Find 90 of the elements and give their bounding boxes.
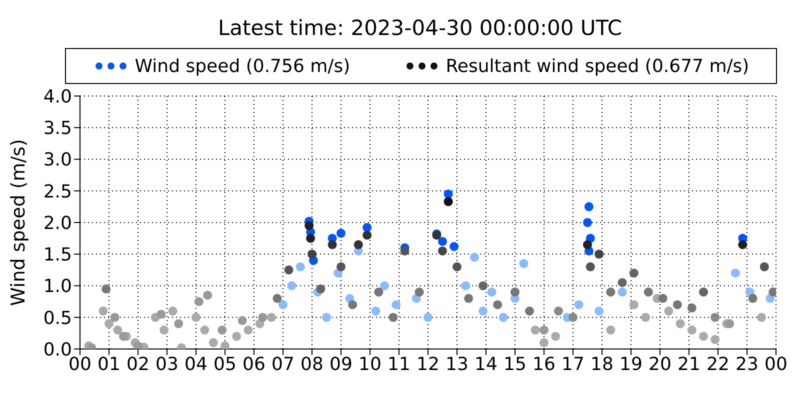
x-tick-label: 17 (562, 354, 584, 375)
point (738, 240, 748, 250)
x-tick-label: 01 (98, 354, 120, 375)
x-tick-label: 15 (504, 354, 526, 375)
x-tick-label: 14 (474, 354, 498, 375)
x-tick-label: 16 (532, 354, 556, 375)
point (110, 312, 120, 322)
point (629, 268, 638, 278)
y-tick-label: 2.0 (43, 212, 72, 234)
point (687, 303, 696, 312)
point (618, 278, 627, 288)
point (328, 240, 337, 250)
point (306, 234, 316, 243)
x-tick-label: 10 (358, 354, 382, 375)
x-tick-label: 21 (678, 354, 700, 375)
point (388, 312, 398, 322)
x-tick-label: 22 (706, 354, 730, 375)
y-tick-label: 3.5 (43, 118, 72, 140)
legend-label: Resultant wind speed (0.677 m/s) (446, 56, 750, 76)
point (748, 294, 758, 303)
point (606, 288, 616, 297)
x-tick-label: 00 (68, 354, 92, 375)
point (644, 288, 653, 297)
point (118, 332, 128, 341)
point (725, 319, 734, 328)
x-tick-label: 20 (648, 354, 672, 375)
y-tick-label: 1.0 (43, 276, 72, 298)
y-tick-label: 0.5 (43, 308, 72, 329)
point (304, 221, 314, 230)
point (698, 288, 708, 297)
point (510, 288, 520, 297)
point (400, 246, 410, 256)
point (414, 288, 424, 297)
point (524, 306, 534, 316)
point (174, 319, 184, 328)
point (307, 250, 317, 259)
point (194, 297, 204, 306)
point (156, 310, 166, 319)
point (374, 288, 384, 297)
chart-title: Latest time: 2023-04-30 00:00:00 UTC (216, 15, 624, 42)
point (354, 240, 363, 250)
point (493, 300, 502, 310)
x-tick-label: 05 (214, 354, 236, 375)
point (316, 284, 326, 294)
point (444, 197, 453, 206)
y-tick-label: 2.5 (43, 181, 72, 202)
point (203, 290, 212, 300)
legend-label: Wind speed (0.756 m/s) (134, 56, 350, 76)
x-tick-label: 08 (300, 354, 324, 375)
point (658, 294, 668, 303)
point (438, 246, 448, 256)
point (238, 316, 247, 326)
x-tick-label: 02 (126, 354, 150, 375)
point (272, 294, 282, 303)
x-tick-label: 19 (620, 354, 642, 375)
point (102, 284, 111, 294)
point (464, 294, 474, 303)
y-tick-label: 3.0 (43, 150, 72, 171)
y-axis-title: Wind speed (m/s) (8, 139, 30, 306)
x-tick-label: 04 (184, 354, 208, 375)
x-tick-label: 06 (242, 354, 266, 375)
x-tick-label: 11 (388, 354, 410, 375)
point (336, 262, 346, 272)
point (586, 262, 595, 272)
x-tick-label: 18 (590, 354, 614, 375)
x-tick-label: 23 (736, 354, 758, 375)
point (568, 312, 578, 322)
point (478, 281, 488, 290)
point (348, 300, 358, 310)
x-tick-label: 09 (330, 354, 352, 375)
x-tick-label: 12 (416, 354, 440, 375)
x-tick-label: 13 (446, 354, 468, 375)
point (554, 306, 564, 316)
x-tick-label: 00 (764, 354, 788, 375)
x-tick-label: 07 (272, 354, 294, 375)
point (258, 312, 268, 322)
point (452, 262, 462, 272)
point (672, 300, 682, 310)
x-tick-label: 03 (156, 354, 178, 375)
y-tick-label: 1.5 (43, 244, 72, 266)
y-tick-label: 4.0 (43, 86, 72, 108)
point (133, 341, 143, 349)
point (582, 240, 592, 250)
point (539, 326, 549, 335)
point (760, 262, 769, 272)
point (710, 312, 720, 322)
point (284, 265, 294, 274)
point (218, 326, 227, 335)
point (594, 250, 604, 259)
point (362, 230, 372, 240)
